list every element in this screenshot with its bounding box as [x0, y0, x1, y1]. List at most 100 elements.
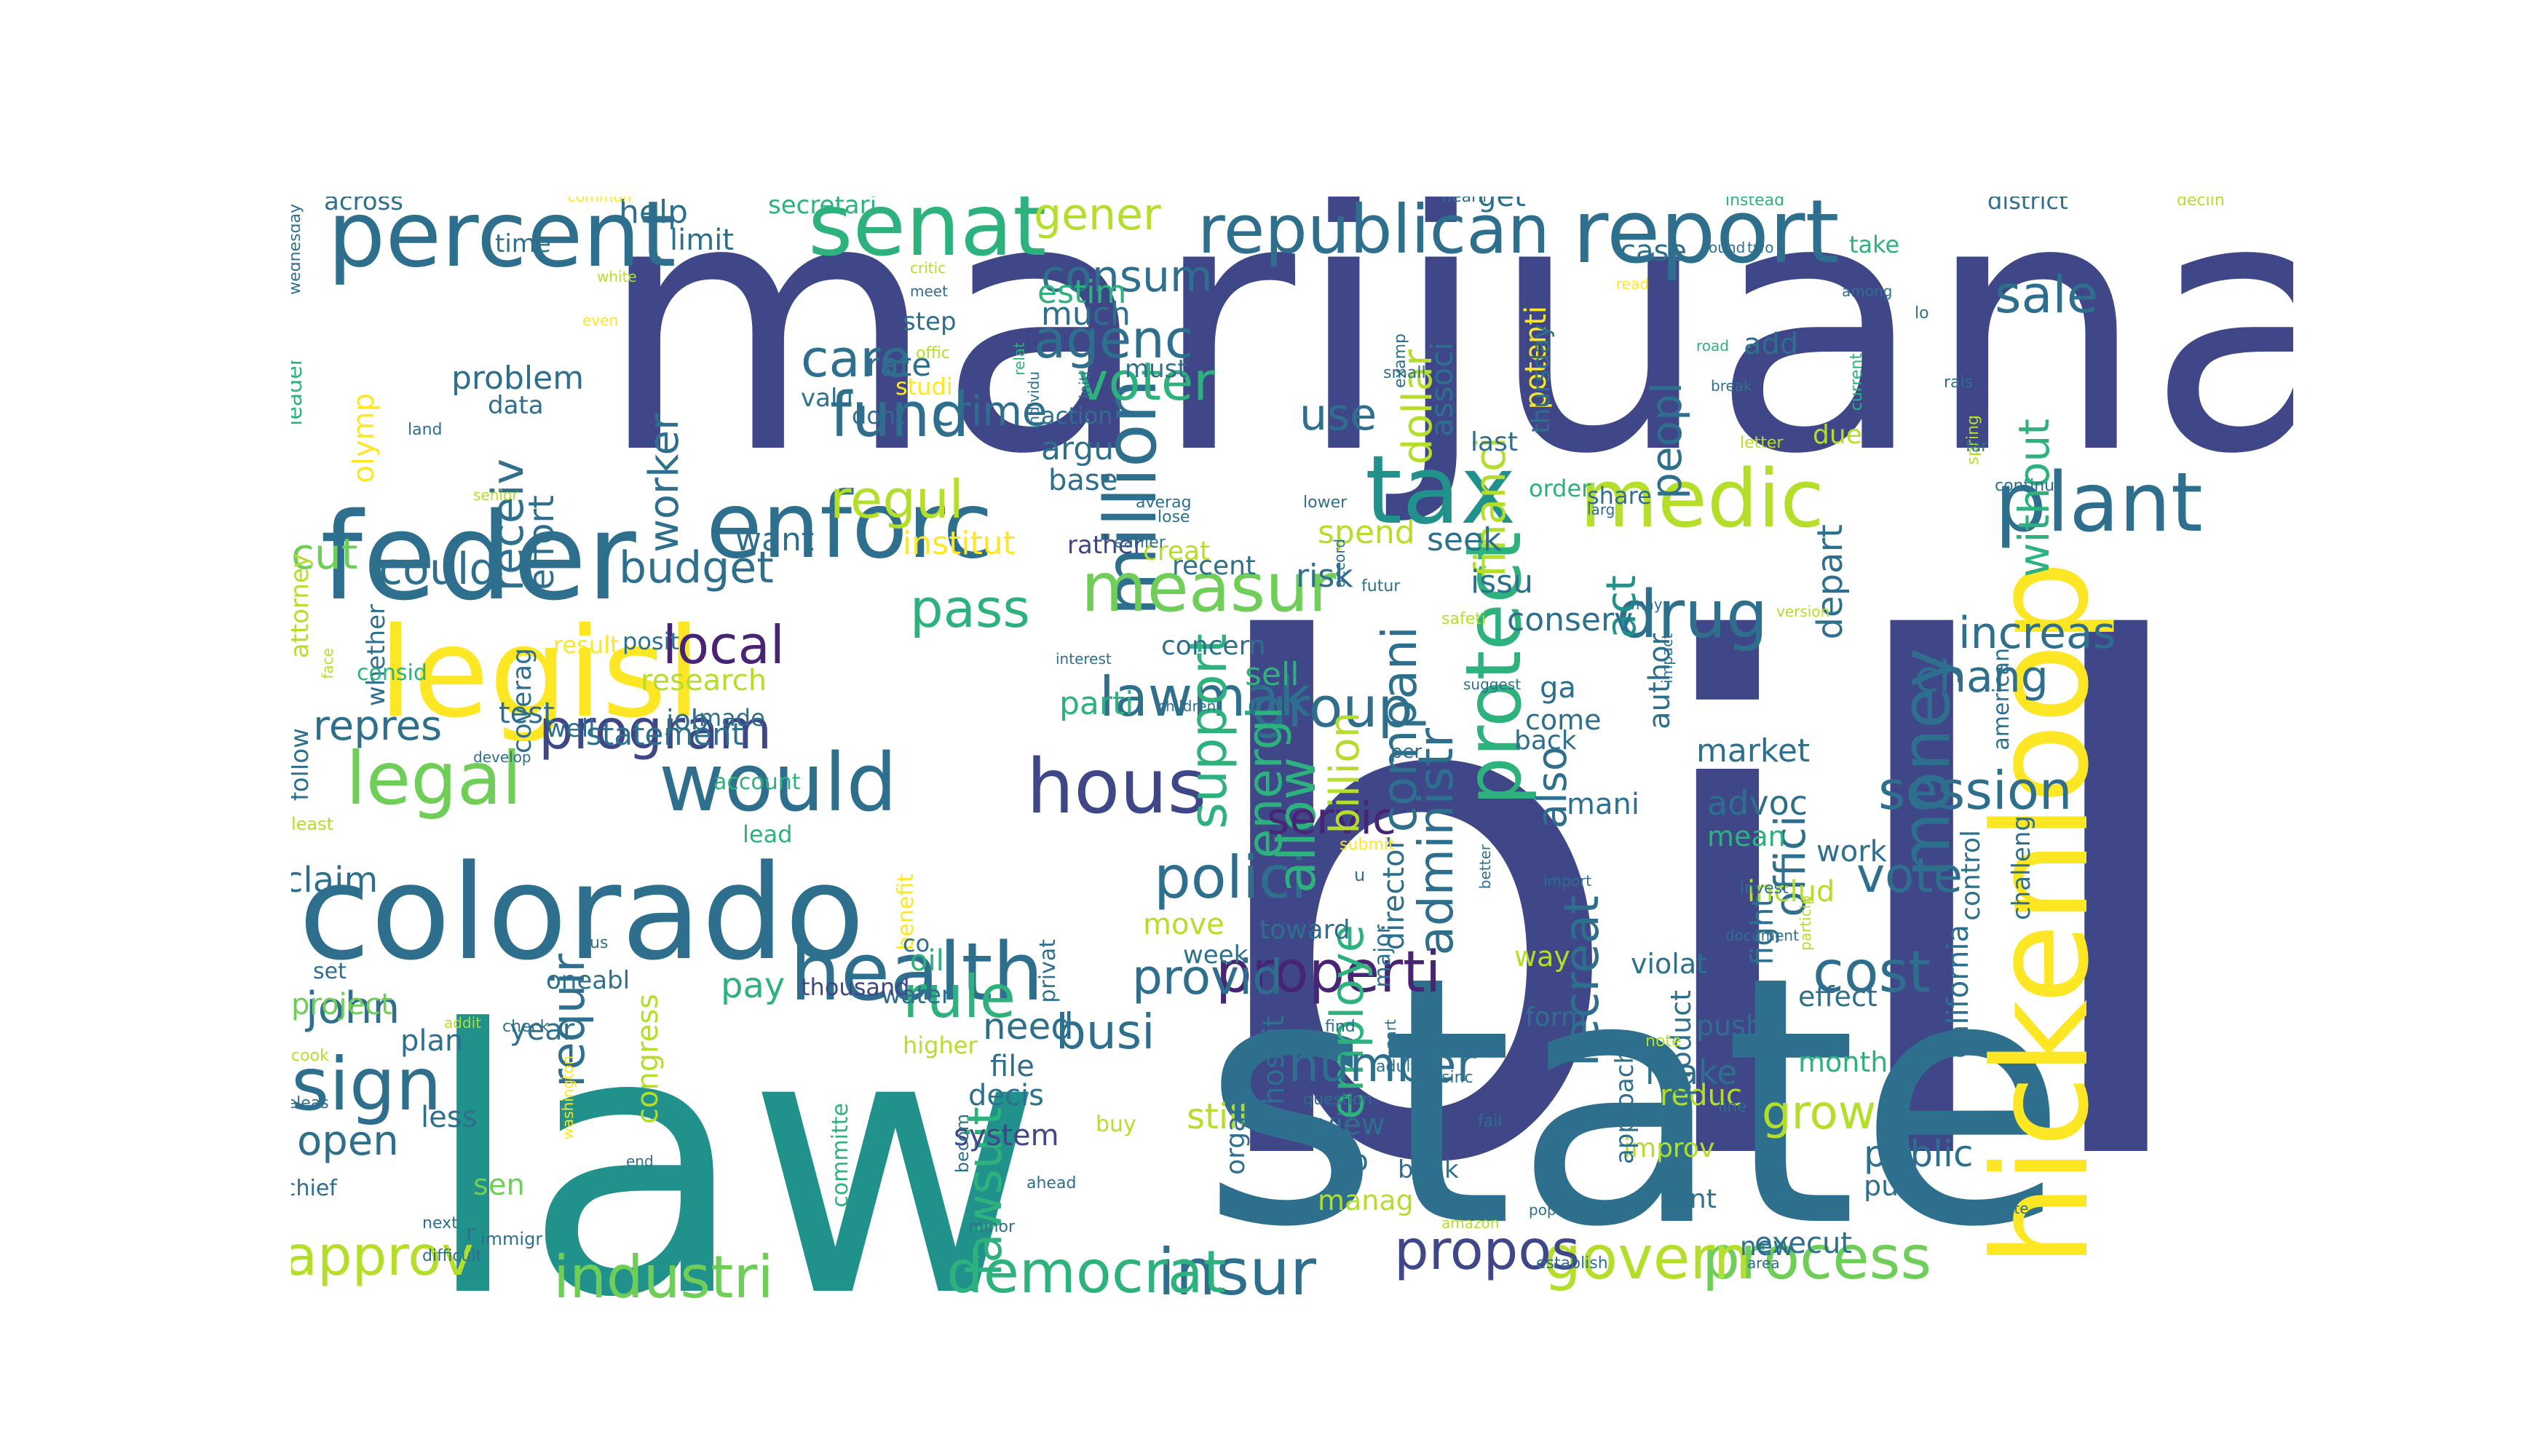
word-open: open [297, 1117, 399, 1165]
word-claim: claim [291, 860, 379, 901]
word-use: use [1299, 389, 1377, 440]
word-institut: institut [903, 525, 1016, 562]
word-lawmak: lawmak [1099, 665, 1311, 729]
word-consum: consum [1041, 251, 1213, 302]
word-break: break [1711, 377, 1752, 395]
word-children: children [1158, 697, 1216, 715]
word-part: part [1382, 1019, 1399, 1050]
word-session: session [1878, 760, 2073, 821]
word-among: among [1842, 282, 1893, 300]
word-decid: decid [1267, 1032, 1310, 1051]
word-need: need [983, 1005, 1074, 1048]
word-tax: tax [1365, 435, 1516, 545]
word-order: order [1529, 475, 1591, 502]
word-wrote: wrote [1987, 1200, 2029, 1217]
word-particip: particip [1797, 895, 1814, 951]
word-rather: rather [1067, 531, 1144, 560]
word-read: read [1616, 275, 1650, 293]
word-check: check [502, 1018, 550, 1036]
word-would: would [659, 736, 898, 829]
word-less: less [421, 1101, 478, 1134]
word-california: california [1942, 925, 1975, 1059]
word-care: care [801, 329, 911, 389]
word-account: account [713, 769, 801, 795]
word-sale: sale [1995, 265, 2098, 325]
word-market: market [1696, 732, 1811, 769]
word-minor: minor [968, 1218, 1015, 1236]
word-nearli: nearli [1441, 197, 1487, 206]
word-buy: buy [1096, 1112, 1136, 1137]
word-made: made [699, 704, 765, 732]
word-legisl: legisl [379, 601, 701, 745]
word-adult: adult [1376, 1058, 1417, 1076]
word-version: version [1776, 603, 1830, 620]
word-found: found [1704, 239, 1746, 256]
word-statement: statement [586, 716, 744, 752]
word-becom: becom [952, 1114, 973, 1174]
word-leader: leader [291, 357, 307, 427]
word-month: month [1798, 1046, 1888, 1078]
word-accord: accord [1331, 539, 1348, 588]
word-area: area [1747, 1254, 1780, 1272]
word-approach: approach [1610, 1048, 1639, 1165]
word-problem: problem [451, 360, 585, 397]
word-sen: sen [473, 1168, 525, 1202]
word-due: due [1813, 420, 1862, 450]
word-action: action [1041, 402, 1113, 430]
word-still: still [1187, 1096, 1248, 1137]
word-across: across [324, 197, 403, 216]
word-two: two [1747, 239, 1774, 256]
word-instead: instead [1725, 197, 1785, 210]
word-impact: impact [1658, 633, 1676, 684]
word-co: co [903, 930, 930, 957]
word-ahead: ahead [1026, 1174, 1077, 1192]
word-district: district [1987, 197, 2068, 215]
word-import: import [1543, 872, 1592, 890]
word-spend: spend [1318, 514, 1415, 551]
word-challeng: challeng [2007, 815, 2036, 921]
word-help: help [619, 197, 689, 231]
word-averag: averag [1136, 494, 1192, 512]
word-face: face [319, 648, 336, 679]
word-whether: whether [362, 604, 391, 707]
word-mani: mani [1567, 788, 1639, 821]
word-commun: commun [568, 197, 632, 205]
word-earlier: earlier [1114, 534, 1166, 552]
word-higher: higher [903, 1032, 978, 1059]
word-road: road [1696, 337, 1729, 355]
word-thursday: thursday [1527, 324, 1556, 434]
word-american: american [1989, 648, 2014, 751]
word-number: number [1289, 1037, 1476, 1093]
word-file: file [990, 1050, 1034, 1083]
word-bank: bank [1398, 1155, 1459, 1184]
word-take: take [1849, 231, 1900, 258]
word-vote: vote [1856, 847, 1963, 903]
word-result: result [553, 631, 620, 659]
word-depart: depart [1810, 524, 1851, 640]
word-go: go [1332, 1144, 1369, 1178]
word-make: make [1645, 1053, 1738, 1092]
word-group: group [1252, 675, 1413, 740]
word-democrat: democrat [946, 1238, 1227, 1306]
word-john: john [306, 983, 400, 1034]
word-insur: insur [1158, 1235, 1317, 1310]
word-valu: valu [801, 384, 853, 413]
word-organ: organ [1221, 1099, 1251, 1175]
word-gener: gener [1034, 197, 1161, 240]
word-project: project [291, 988, 392, 1021]
word-cost: cost [1813, 940, 1931, 1005]
word-conserv: conserv [1507, 601, 1634, 638]
word-billion: billion [1321, 712, 1369, 834]
word-local: local [662, 614, 785, 676]
word-concern: concern [1161, 631, 1266, 661]
word-base: base [1048, 464, 1118, 497]
word-posit: posit [622, 628, 679, 655]
word-law: law [422, 953, 1045, 1310]
word-way: way [1514, 941, 1570, 973]
word-safeti: safeti [1441, 610, 1486, 628]
word-industri: industri [553, 1243, 774, 1310]
word-support: support [1179, 633, 1238, 829]
word-consid: consid [357, 660, 427, 686]
word-risk: risk [1296, 558, 1353, 595]
word-may: may [1631, 596, 1663, 613]
